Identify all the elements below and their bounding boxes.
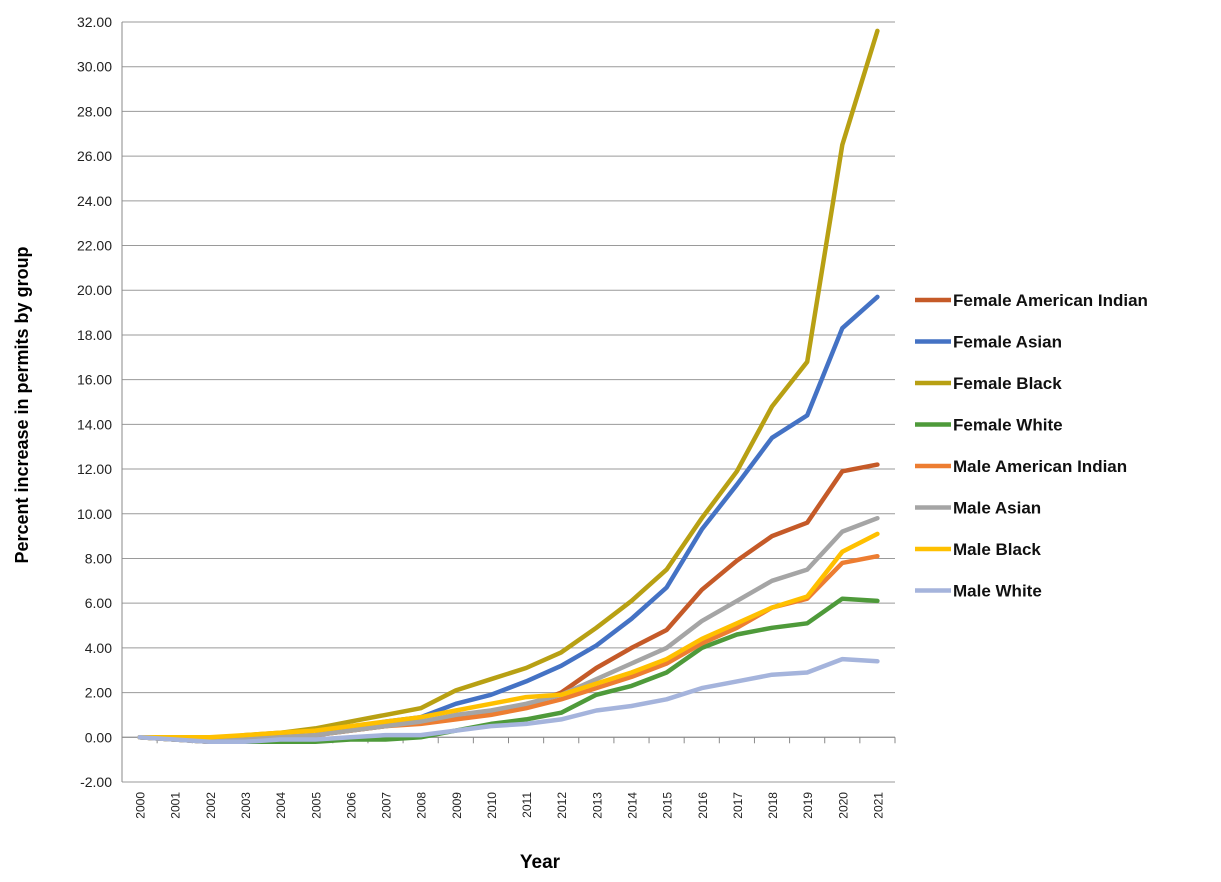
legend-label: Female Asian — [953, 333, 1062, 352]
x-tick-label: 2007 — [380, 792, 394, 819]
legend-label: Female American Indian — [953, 291, 1148, 310]
series-line — [137, 531, 880, 740]
y-tick-label: 32.00 — [77, 14, 112, 30]
legend-label: Male Black — [953, 540, 1041, 559]
x-tick-label: 2005 — [309, 792, 323, 819]
x-tick-label: 2017 — [731, 792, 745, 819]
legend-label: Female Black — [953, 374, 1062, 393]
x-tick-label: 2008 — [415, 792, 429, 819]
gridlines — [122, 21, 895, 783]
x-tick-label: 2016 — [696, 792, 710, 819]
y-tick-label: 10.00 — [77, 506, 112, 522]
y-tick-label: 8.00 — [85, 550, 112, 566]
x-tick-label: 2020 — [836, 792, 850, 819]
y-tick-label: 18.00 — [77, 327, 112, 343]
legend-label: Male White — [953, 582, 1042, 601]
y-tick-label: 12.00 — [77, 461, 112, 477]
x-tick-label: 2015 — [661, 792, 675, 819]
x-tick-label: 2003 — [239, 792, 253, 819]
series-line — [137, 656, 880, 745]
y-tick-label: 16.00 — [77, 372, 112, 388]
y-tick-label: 22.00 — [77, 238, 112, 254]
series-lines — [137, 28, 880, 745]
x-tick-label: 2002 — [204, 792, 218, 819]
y-tick-labels: -2.00 0.00 2.00 4.00 6.00 8.00 10.00 12.00 14.00… — [77, 14, 112, 790]
y-tick-label: 20.00 — [77, 282, 112, 298]
x-tick-label: 2012 — [555, 792, 569, 819]
x-tick-label: 2011 — [520, 792, 534, 818]
legend-label: Male American Indian — [953, 457, 1127, 476]
y-tick-label: 24.00 — [77, 193, 112, 209]
series-line — [137, 596, 880, 745]
x-tick-label: 2001 — [169, 792, 183, 819]
y-tick-label: -2.00 — [80, 774, 112, 790]
x-tick-label: 2014 — [625, 792, 639, 819]
x-tick-label: 2021 — [871, 792, 885, 819]
legend: Female American Indian Female Asian Female… — [915, 291, 1148, 601]
x-tick-label: 2019 — [801, 792, 815, 819]
x-tick-label: 2010 — [485, 792, 499, 819]
series-line — [137, 28, 880, 742]
y-tick-label: 2.00 — [85, 685, 112, 701]
y-tick-label: 28.00 — [77, 103, 112, 119]
x-tick-label: 2006 — [344, 792, 358, 819]
y-tick-label: 6.00 — [85, 595, 112, 611]
x-tick-label: 2018 — [766, 792, 780, 819]
y-axis-label: Percent increase in permits by group — [12, 246, 32, 563]
x-axis-label: Year — [520, 852, 561, 873]
y-tick-label: 0.00 — [85, 729, 112, 745]
x-tick-label: 2000 — [134, 792, 148, 819]
x-tick-label: 2009 — [450, 792, 464, 819]
x-tick-label: 2013 — [590, 792, 604, 819]
x-tick-labels: 2000 2001 2002 2003 2004 2005 2006 2007 2008 2009… — [134, 792, 886, 819]
y-tick-label: 30.00 — [77, 59, 112, 75]
legend-label: Male Asian — [953, 499, 1041, 518]
y-tick-label: 26.00 — [77, 148, 112, 164]
legend-label: Female White — [953, 416, 1063, 435]
y-tick-label: 4.00 — [85, 640, 112, 656]
y-tick-label: 14.00 — [77, 416, 112, 432]
x-tick-label: 2004 — [274, 792, 288, 819]
axes — [121, 22, 896, 782]
